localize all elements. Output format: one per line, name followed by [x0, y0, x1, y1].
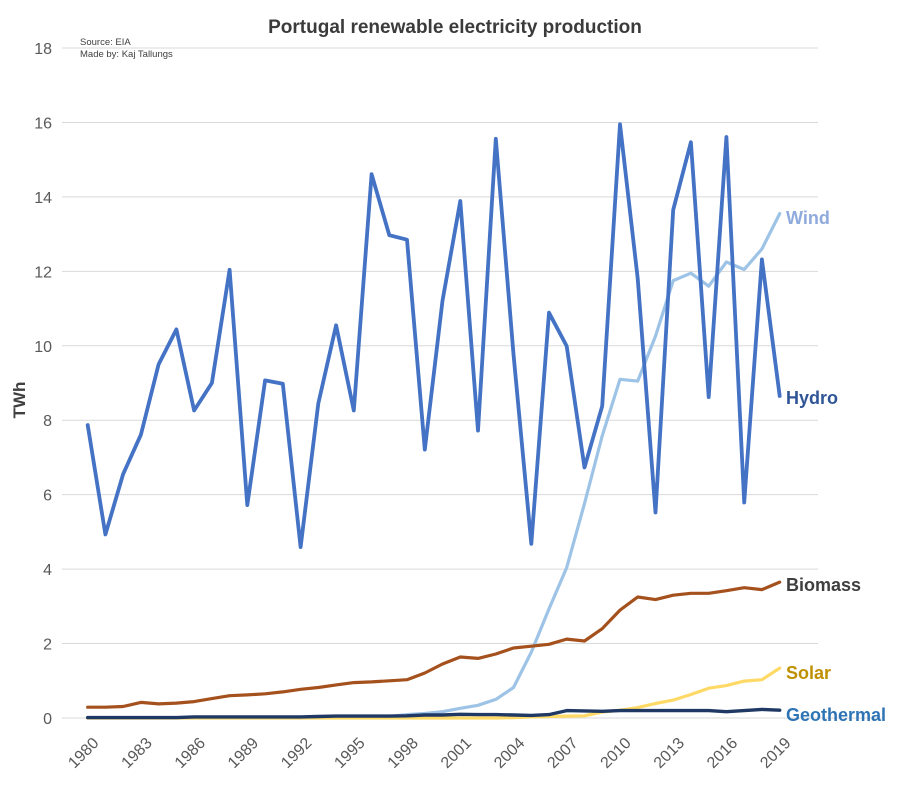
series-line-hydro [85, 122, 782, 549]
series-label-solar: Solar [786, 663, 831, 683]
y-axis-tick-labels: 0 2 4 6 8 10 12 14 16 18 [34, 41, 52, 728]
x-tick-label-2016: 2016 [704, 735, 741, 772]
series-label-geothermal: Geothermal [786, 705, 886, 725]
x-tick-label-1983: 1983 [119, 735, 156, 772]
x-axis-tick-labels: 1980 1983 1986 1989 1992 1995 1998 2001 2004 2007… [65, 735, 794, 772]
x-tick-label-2019: 2019 [757, 735, 794, 772]
x-tick-label-2007: 2007 [544, 735, 581, 772]
y-tick-label-6: 6 [43, 488, 52, 505]
x-tick-label-1995: 1995 [331, 735, 368, 772]
y-tick-label-4: 4 [43, 562, 52, 579]
y-tick-label-8: 8 [43, 413, 52, 430]
page-title: Portugal renewable electricity productio… [268, 17, 642, 38]
y-tick-label-18: 18 [34, 41, 52, 58]
series-label-hydro: Hydro [786, 388, 838, 408]
series-line-wind [86, 212, 782, 720]
series-label-wind: Wind [786, 208, 830, 228]
y-tick-label-16: 16 [34, 115, 52, 132]
source-line: Source: EIA [80, 37, 131, 48]
x-tick-label-1992: 1992 [278, 735, 315, 772]
series-label-biomass: Biomass [786, 575, 861, 595]
x-tick-label-2001: 2001 [438, 735, 475, 772]
x-tick-label-1986: 1986 [172, 735, 209, 772]
y-tick-label-10: 10 [34, 339, 52, 356]
y-tick-label-14: 14 [34, 190, 52, 207]
series-labels-layer: Wind Biomass Solar Geothermal Hydro [786, 208, 886, 725]
x-tick-label-1998: 1998 [385, 735, 422, 772]
x-tick-label-2010: 2010 [598, 735, 635, 772]
y-axis-label: TWh [10, 382, 29, 419]
series-lines-layer [85, 122, 782, 720]
x-tick-label-1989: 1989 [225, 735, 262, 772]
y-tick-label-12: 12 [34, 264, 52, 281]
y-tick-label-0: 0 [43, 711, 52, 728]
series-line-geothermal [85, 707, 782, 720]
x-tick-label-2004: 2004 [491, 735, 528, 772]
series-line-biomass [86, 580, 782, 709]
madeby-line: Made by: Kaj Tallungs [80, 49, 173, 60]
y-tick-label-2: 2 [43, 637, 52, 654]
x-tick-label-1980: 1980 [65, 735, 102, 772]
x-tick-label-2013: 2013 [651, 735, 688, 772]
gridlines-layer [62, 47, 884, 719]
